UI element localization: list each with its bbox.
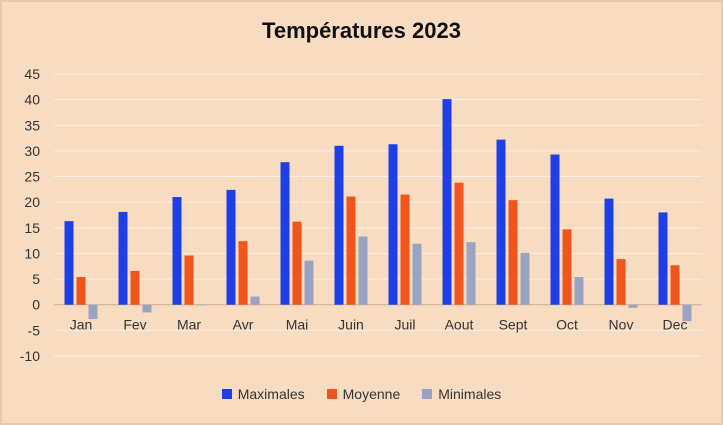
legend-swatch-maximales xyxy=(221,389,232,399)
bar-moyenne-juin xyxy=(346,196,356,305)
bar-minimales-nov xyxy=(628,304,638,308)
bar-minimales-sept xyxy=(520,252,530,305)
bar-maximales-sept xyxy=(496,139,506,305)
x-tick-label: Juil xyxy=(394,317,415,333)
y-tick-label: 10 xyxy=(24,245,40,261)
legend-item-maximales: Maximales xyxy=(221,386,305,402)
x-tick-label: Aout xyxy=(445,317,474,333)
legend-label-maximales: Maximales xyxy=(237,386,305,402)
x-tick-label: Oct xyxy=(556,317,578,333)
legend-label-minimales: Minimales xyxy=(438,386,502,402)
bar-maximales-mar xyxy=(172,197,182,305)
gridlines xyxy=(54,73,702,357)
x-tick-label: Dec xyxy=(663,317,688,333)
bar-maximales-mai xyxy=(280,162,290,305)
y-tick-label: 45 xyxy=(24,66,40,82)
x-axis: Jan Fev Mar Avr Mai Juin Juil Aout Sept Oct Nov Dec xyxy=(70,317,688,333)
bar-minimales-mai xyxy=(304,260,314,305)
bar-moyenne-dec xyxy=(670,265,680,305)
bar-minimales-aout xyxy=(466,242,476,305)
bars xyxy=(64,99,692,322)
y-tick-label: 30 xyxy=(24,143,40,159)
bar-moyenne-jan xyxy=(76,277,86,305)
y-tick-label: 15 xyxy=(24,220,40,236)
legend-label-moyenne: Moyenne xyxy=(342,386,401,402)
bar-moyenne-mar xyxy=(184,255,194,305)
bar-maximales-nov xyxy=(604,198,614,305)
y-tick-label: -10 xyxy=(20,348,40,364)
bar-maximales-oct xyxy=(550,154,560,305)
bar-moyenne-aout xyxy=(454,182,464,305)
legend-swatch-minimales xyxy=(422,389,433,399)
legend-swatch-moyenne xyxy=(326,389,337,399)
x-tick-label: Mar xyxy=(177,317,201,333)
x-tick-label: Sept xyxy=(499,317,528,333)
bar-minimales-fev xyxy=(142,304,152,313)
bar-moyenne-mai xyxy=(292,221,302,305)
bar-moyenne-fev xyxy=(130,270,140,305)
bar-maximales-avr xyxy=(226,189,236,305)
bar-maximales-juin xyxy=(334,145,344,305)
y-tick-label: 40 xyxy=(24,92,40,108)
bar-minimales-juin xyxy=(358,236,368,305)
y-tick-label: 35 xyxy=(24,117,40,133)
bar-minimales-dec xyxy=(682,304,692,322)
x-tick-label: Mai xyxy=(286,317,309,333)
x-tick-label: Avr xyxy=(233,317,254,333)
bar-minimales-oct xyxy=(574,277,584,305)
legend-item-minimales: Minimales xyxy=(422,386,501,402)
x-tick-label: Juin xyxy=(338,317,364,333)
bar-minimales-jan xyxy=(88,304,98,320)
bar-minimales-juil xyxy=(412,243,422,305)
y-axis: -10 -5 0 5 10 15 20 25 30 35 40 45 xyxy=(20,66,40,364)
x-tick-label: Fev xyxy=(123,317,146,333)
bar-minimales-avr xyxy=(250,296,260,305)
legend: Maximales Moyenne Minimales xyxy=(2,386,721,402)
bar-maximales-fev xyxy=(118,211,128,305)
y-tick-label: -5 xyxy=(28,322,41,338)
y-tick-label: 5 xyxy=(32,271,40,287)
bar-maximales-juil xyxy=(388,144,398,305)
y-tick-label: 25 xyxy=(24,169,40,185)
bar-maximales-jan xyxy=(64,221,74,305)
bar-moyenne-oct xyxy=(562,229,572,305)
bar-maximales-dec xyxy=(658,212,668,305)
legend-item-moyenne: Moyenne xyxy=(326,386,401,402)
bar-maximales-aout xyxy=(442,99,452,305)
y-tick-label: 20 xyxy=(24,194,40,210)
bar-moyenne-avr xyxy=(238,241,248,305)
bar-moyenne-nov xyxy=(616,259,626,305)
x-tick-label: Nov xyxy=(609,317,634,333)
bar-minimales-mar xyxy=(196,304,206,306)
y-tick-label: 0 xyxy=(32,297,40,313)
bar-moyenne-sept xyxy=(508,200,518,305)
bar-moyenne-juil xyxy=(400,194,410,305)
x-tick-label: Jan xyxy=(70,317,93,333)
chart-title: Températures 2023 xyxy=(262,18,461,43)
